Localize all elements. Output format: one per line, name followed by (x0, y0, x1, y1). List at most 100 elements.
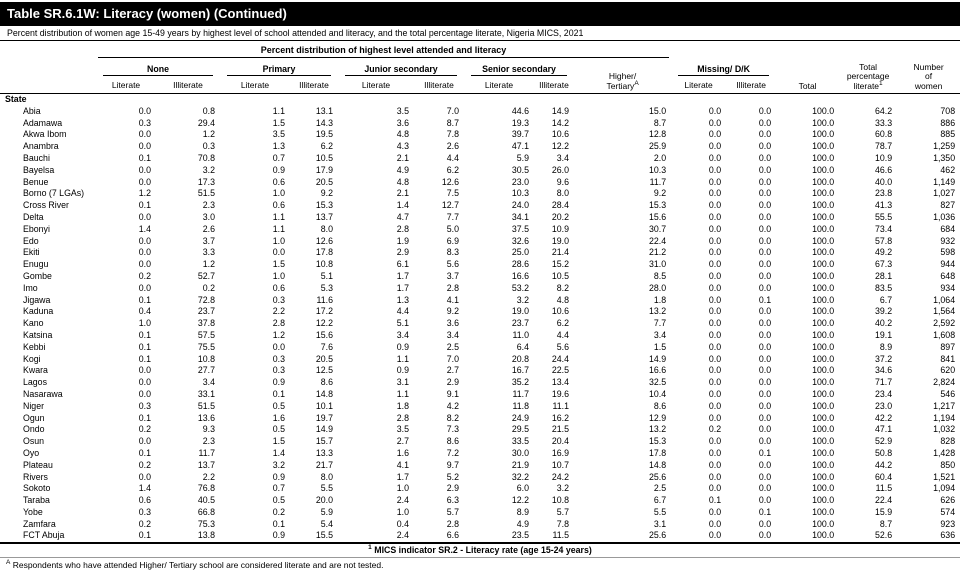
value-cell: 1,521 (933, 471, 956, 482)
value-cell: 0.4 (396, 518, 409, 529)
value-cell: 13.7 (197, 459, 215, 470)
value-cell: 19.0 (551, 235, 569, 246)
value-cell: 14.8 (315, 388, 333, 399)
value-cell: 3.0 (202, 211, 215, 222)
table-row: Bauchi 0.1 70.8 0.7 10.5 2.1 4.4 5.9 3.4 2.0 0.0 0.… (0, 153, 960, 165)
value-cell: 33.5 (511, 436, 529, 447)
value-cell: 100.0 (812, 141, 835, 152)
value-cell: 0.1 (138, 530, 151, 541)
table-row: Ondo 0.2 9.3 0.5 14.9 3.5 7.3 29.5 21.5 13.2 0.2 0.… (0, 424, 960, 436)
value-cell: 0.0 (708, 223, 722, 234)
col-group-senior-secondary: Senior secondary (464, 58, 574, 76)
value-cell: 60.8 (874, 129, 893, 140)
table-row: Benue 0.0 17.3 0.6 20.5 4.8 12.6 23.0 9.6 11.7 0.0… (0, 177, 960, 189)
table-row: Niger 0.3 51.5 0.5 10.1 1.8 4.2 11.8 11.1 8.6 0.0 0… (0, 401, 960, 413)
state-name-cell: Kogi (23, 353, 41, 364)
value-cell: 0.1 (138, 200, 151, 211)
value-cell: 100.0 (812, 247, 835, 258)
value-cell: 0.0 (708, 164, 722, 175)
value-cell: 9.3 (202, 424, 215, 435)
value-cell: 15.3 (648, 436, 667, 447)
value-cell: 16.6 (648, 365, 667, 376)
section-header-row: State (0, 94, 960, 106)
value-cell: 19.6 (551, 388, 569, 399)
value-cell: 2.1 (396, 188, 409, 199)
value-cell: 0.0 (138, 235, 151, 246)
value-cell: 0.0 (758, 377, 772, 388)
value-cell: 12.6 (441, 176, 459, 187)
value-cell: 15.9 (874, 506, 893, 517)
value-cell: 1.4 (396, 200, 409, 211)
value-cell: 0.0 (758, 105, 772, 116)
value-cell: 1.0 (396, 506, 409, 517)
value-cell: 14.3 (315, 117, 333, 128)
value-cell: 0.8 (202, 105, 215, 116)
value-cell: 6.1 (396, 259, 409, 270)
value-cell: 1.1 (272, 223, 285, 234)
value-cell: 944 (940, 259, 956, 270)
value-cell: 78.7 (874, 141, 893, 152)
value-cell: 0.0 (708, 412, 722, 423)
value-cell: 0.0 (708, 259, 722, 270)
value-cell: 14.9 (551, 105, 569, 116)
value-cell: 3.2 (556, 483, 569, 494)
state-name-cell: Sokoto (23, 483, 51, 494)
value-cell: 0.0 (272, 341, 285, 352)
value-cell: 2.5 (653, 483, 667, 494)
value-cell: 100.0 (812, 200, 835, 211)
value-cell: 620 (940, 365, 956, 376)
state-name-cell: Akwa Ibom (23, 129, 67, 140)
value-cell: 3.6 (446, 318, 459, 329)
value-cell: 0.9 (272, 164, 285, 175)
value-cell: 12.2 (315, 318, 333, 329)
value-cell: 0.1 (138, 152, 151, 163)
subcol-none-illiterate: Illiterate (173, 80, 203, 91)
value-cell: 626 (940, 495, 956, 506)
table-row: Rivers 0.0 2.2 0.9 8.0 1.7 5.2 32.2 24.2 25.6 0.0 0… (0, 472, 960, 484)
value-cell: 11.5 (875, 483, 893, 494)
value-cell: 2.7 (446, 365, 459, 376)
value-cell: 100.0 (812, 117, 835, 128)
value-cell: 0.1 (272, 388, 285, 399)
value-cell: 0.0 (758, 270, 772, 281)
value-cell: 5.3 (320, 282, 333, 293)
value-cell: 47.1 (511, 141, 529, 152)
value-cell: 0.3 (272, 353, 285, 364)
value-cell: 0.1 (138, 341, 151, 352)
value-cell: 1,194 (933, 412, 956, 423)
value-cell: 10.9 (874, 152, 893, 163)
value-cell: 100.0 (812, 294, 835, 305)
value-cell: 0.0 (758, 306, 772, 317)
value-cell: 17.2 (315, 306, 333, 317)
value-cell: 0.0 (708, 235, 722, 246)
table-row: Katsina 0.1 57.5 1.2 15.6 3.4 3.4 11.0 4.4 3.4 0.0… (0, 330, 960, 342)
value-cell: 12.8 (648, 129, 667, 140)
col-group-junior-secondary: Junior secondary (338, 58, 464, 76)
value-cell: 7.7 (446, 211, 459, 222)
value-cell: 2.9 (446, 377, 459, 388)
value-cell: 0.0 (138, 377, 151, 388)
value-cell: 100.0 (812, 259, 835, 270)
value-cell: 0.0 (708, 329, 722, 340)
value-cell: 9.2 (446, 306, 459, 317)
value-cell: 0.2 (272, 506, 285, 517)
value-cell: 0.0 (758, 176, 772, 187)
state-name-cell: FCT Abuja (23, 530, 65, 541)
state-name-cell: Edo (23, 235, 39, 246)
value-cell: 0.3 (138, 117, 151, 128)
footnote-marker-1: 1 (879, 80, 883, 88)
value-cell: 10.1 (315, 400, 333, 411)
value-cell: 17.8 (315, 247, 333, 258)
value-cell: 3.5 (396, 105, 409, 116)
value-cell: 10.4 (648, 388, 667, 399)
value-cell: 2.2 (202, 471, 215, 482)
value-cell: 1.6 (272, 412, 285, 423)
value-cell: 51.5 (197, 188, 215, 199)
value-cell: 0.0 (708, 353, 722, 364)
col-header-total: Total (798, 81, 817, 92)
value-cell: 20.5 (315, 353, 333, 364)
value-cell: 100.0 (812, 353, 835, 364)
value-cell: 1.5 (272, 117, 285, 128)
value-cell: 0.1 (138, 329, 151, 340)
